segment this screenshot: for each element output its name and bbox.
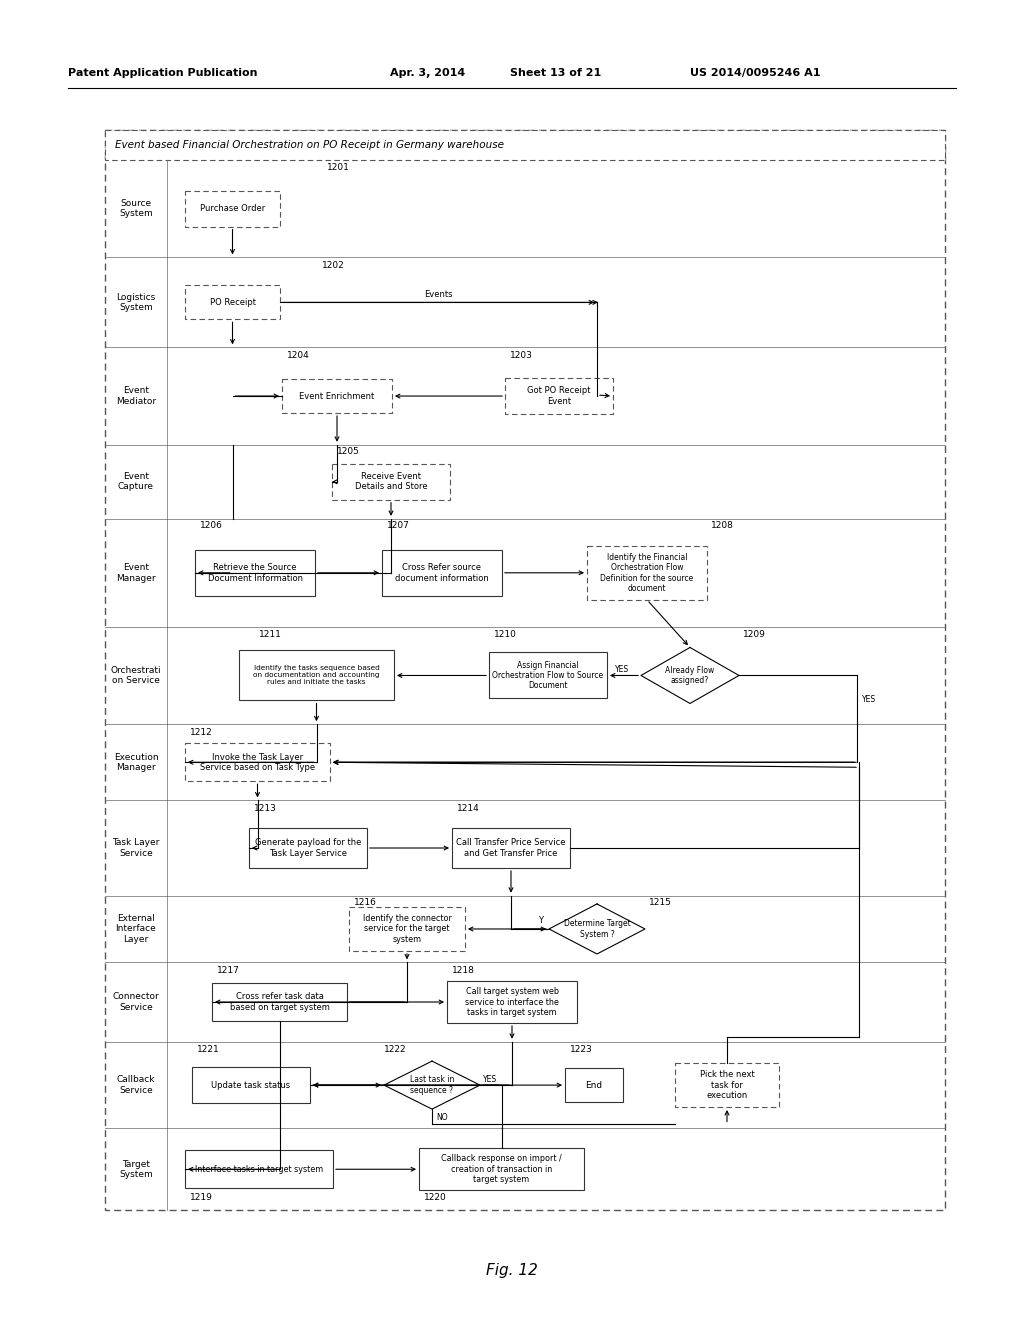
Bar <box>452 828 570 869</box>
Text: 1212: 1212 <box>190 727 213 737</box>
Text: Cross Refer source
document information: Cross Refer source document information <box>395 564 488 582</box>
Text: 1218: 1218 <box>452 966 475 974</box>
Text: End: End <box>586 1081 602 1089</box>
Bar <box>419 1148 584 1191</box>
Text: 1215: 1215 <box>649 898 672 907</box>
Text: NO: NO <box>436 1113 447 1122</box>
Text: 1210: 1210 <box>494 630 517 639</box>
Text: 1217: 1217 <box>217 966 240 974</box>
Text: 1208: 1208 <box>711 521 734 531</box>
Text: 1211: 1211 <box>259 630 282 639</box>
Text: Callback response on import /
creation of transaction in
target system: Callback response on import / creation o… <box>441 1155 562 1184</box>
Text: External
Interface
Layer: External Interface Layer <box>116 913 157 944</box>
Bar <box>239 651 394 701</box>
Polygon shape <box>549 904 645 954</box>
Text: Event
Manager: Event Manager <box>116 564 156 582</box>
Text: Generate payload for the
Task Layer Service: Generate payload for the Task Layer Serv… <box>255 838 361 858</box>
Text: Execution
Manager: Execution Manager <box>114 752 159 772</box>
Bar <box>185 1150 333 1188</box>
Polygon shape <box>641 648 739 704</box>
Text: Cross refer task data
based on target system: Cross refer task data based on target sy… <box>229 993 330 1011</box>
Text: PO Receipt: PO Receipt <box>210 298 256 306</box>
Text: Patent Application Publication: Patent Application Publication <box>68 69 257 78</box>
Text: Fig. 12: Fig. 12 <box>486 1262 538 1278</box>
Polygon shape <box>384 1061 480 1109</box>
Text: Event based Financial Orchestration on PO Receipt in Germany warehouse: Event based Financial Orchestration on P… <box>115 140 504 150</box>
Text: 1202: 1202 <box>322 261 345 269</box>
Text: YES: YES <box>483 1074 497 1084</box>
Text: Orchestrati
on Service: Orchestrati on Service <box>111 665 162 685</box>
Text: 1216: 1216 <box>354 898 377 907</box>
Text: Pick the next
task for
execution: Pick the next task for execution <box>699 1071 755 1100</box>
Text: Receive Event
Details and Store: Receive Event Details and Store <box>354 473 427 491</box>
Text: YES: YES <box>614 665 629 675</box>
Text: Call target system web
service to interface the
tasks in target system: Call target system web service to interf… <box>465 987 559 1016</box>
Text: YES: YES <box>862 696 877 705</box>
Text: Logistics
System: Logistics System <box>117 293 156 312</box>
Bar <box>185 190 280 227</box>
Bar <box>195 550 315 595</box>
Text: 1214: 1214 <box>457 804 480 813</box>
Bar <box>489 652 607 698</box>
Bar <box>105 129 945 1210</box>
Bar <box>193 1067 310 1104</box>
Bar <box>447 981 577 1023</box>
Text: Event
Mediator: Event Mediator <box>116 387 156 405</box>
Bar <box>675 1063 779 1107</box>
Text: Last task in
sequence ?: Last task in sequence ? <box>410 1076 455 1094</box>
Text: 1204: 1204 <box>287 351 309 360</box>
Text: 1223: 1223 <box>570 1045 593 1055</box>
Text: Event Enrichment: Event Enrichment <box>299 392 375 400</box>
Bar <box>505 378 613 414</box>
Text: 1205: 1205 <box>337 447 359 457</box>
Text: Got PO Receipt
Event: Got PO Receipt Event <box>527 387 591 405</box>
Text: Events: Events <box>424 290 453 298</box>
Bar <box>349 907 465 950</box>
Bar <box>185 743 330 781</box>
Text: 1203: 1203 <box>510 351 532 360</box>
Text: 1207: 1207 <box>387 521 410 531</box>
Text: Interface tasks in target system: Interface tasks in target system <box>195 1164 324 1173</box>
Bar <box>185 285 280 319</box>
Text: 1206: 1206 <box>200 521 223 531</box>
Text: Apr. 3, 2014: Apr. 3, 2014 <box>390 69 465 78</box>
Text: Y: Y <box>538 916 543 925</box>
Text: Callback
Service: Callback Service <box>117 1076 156 1094</box>
Text: Sheet 13 of 21: Sheet 13 of 21 <box>510 69 601 78</box>
Bar <box>332 463 450 500</box>
Text: Already Flow
assigned?: Already Flow assigned? <box>666 665 715 685</box>
Text: Task Layer
Service: Task Layer Service <box>113 838 160 858</box>
Text: 1213: 1213 <box>254 804 276 813</box>
Text: Event
Capture: Event Capture <box>118 473 154 491</box>
Bar <box>249 828 367 869</box>
Text: 1222: 1222 <box>384 1045 407 1055</box>
Bar <box>212 983 347 1020</box>
Text: Assign Financial
Orchestration Flow to Source
Document: Assign Financial Orchestration Flow to S… <box>493 660 603 690</box>
Bar <box>382 550 502 595</box>
Bar <box>587 545 707 599</box>
Bar <box>105 129 945 160</box>
Text: Target
System: Target System <box>119 1159 153 1179</box>
Text: Identify the Financial
Orchestration Flow
Definition for the source
document: Identify the Financial Orchestration Flo… <box>600 553 693 593</box>
Text: 1221: 1221 <box>197 1045 220 1055</box>
Text: Purchase Order: Purchase Order <box>200 205 265 214</box>
Text: Invoke the Task Layer
Service based on Task Type: Invoke the Task Layer Service based on T… <box>200 752 315 772</box>
Text: 1220: 1220 <box>424 1193 446 1203</box>
Bar <box>282 379 392 413</box>
Text: Determine Target
System ?: Determine Target System ? <box>563 919 631 939</box>
Text: 1209: 1209 <box>743 630 766 639</box>
Text: 1219: 1219 <box>190 1193 213 1203</box>
Text: US 2014/0095246 A1: US 2014/0095246 A1 <box>690 69 820 78</box>
Text: Retrieve the Source
Document Information: Retrieve the Source Document Information <box>208 564 302 582</box>
Text: 1201: 1201 <box>327 164 350 173</box>
Text: Identify the connector
service for the target
system: Identify the connector service for the t… <box>362 913 452 944</box>
Bar <box>565 1068 623 1102</box>
Text: Connector
Service: Connector Service <box>113 993 160 1011</box>
Text: Source
System: Source System <box>119 199 153 218</box>
Text: Update task status: Update task status <box>211 1081 291 1089</box>
Text: Identify the tasks sequence based
on documentation and accounting
rules and init: Identify the tasks sequence based on doc… <box>253 665 380 685</box>
Text: Call Transfer Price Service
and Get Transfer Price: Call Transfer Price Service and Get Tran… <box>457 838 565 858</box>
